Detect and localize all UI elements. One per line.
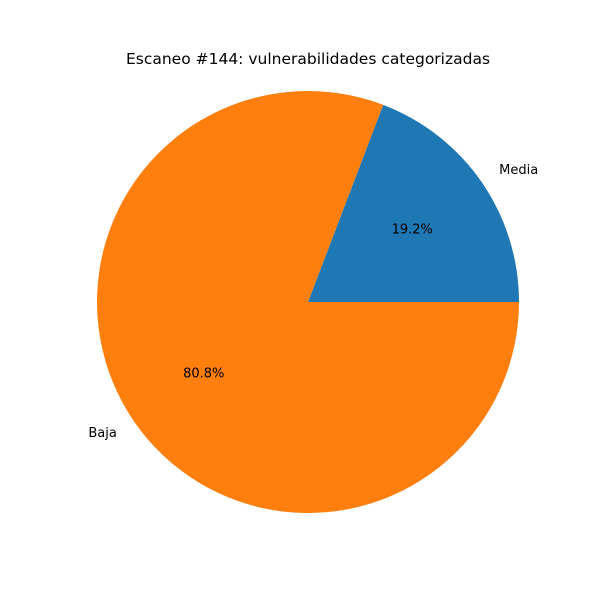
pie-labels: Media 19.2% Baja 80.8% — [88, 163, 538, 441]
slice-label-baja: Baja — [88, 426, 116, 441]
slice-label-media: Media — [499, 163, 538, 178]
pie-slices — [97, 91, 519, 514]
chart-title: Escaneo #144: vulnerabilidades categoriz… — [126, 50, 490, 68]
pie-slice-baja — [97, 91, 519, 514]
percent-label-media: 19.2% — [392, 223, 433, 238]
pie-slice-media — [308, 104, 519, 302]
percent-label-baja: 80.8% — [183, 366, 224, 381]
